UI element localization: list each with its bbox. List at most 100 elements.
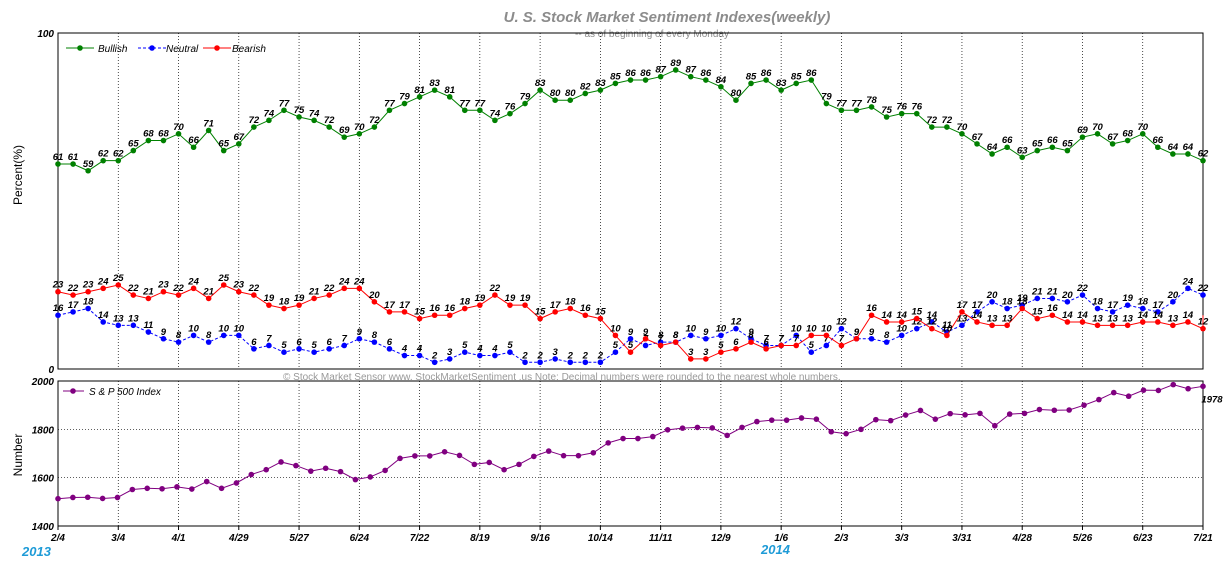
- legend-bearish: Bearish: [203, 44, 266, 55]
- point-bullish: [70, 161, 76, 167]
- label-bullish: 77: [475, 98, 486, 109]
- label-neutral: 9: [869, 327, 875, 338]
- point-bullish: [160, 137, 167, 144]
- label-neutral: 4: [491, 344, 498, 355]
- label-bearish: 15: [595, 307, 606, 318]
- point-neutral: [160, 335, 167, 342]
- x-tick-label: 2/4: [50, 533, 65, 544]
- point-neutral: [718, 332, 724, 339]
- point-bullish: [492, 117, 498, 124]
- point-bullish: [190, 144, 197, 151]
- label-neutral: 11: [942, 320, 952, 331]
- legend-neutral-marker: [149, 45, 155, 51]
- label-sp500-last: 1978: [1201, 394, 1223, 405]
- point-bearish: [1004, 322, 1010, 329]
- point-sp500: [620, 435, 626, 442]
- point-bearish: [1170, 322, 1176, 329]
- y-tick-label: 0: [48, 365, 54, 376]
- point-sp500: [977, 410, 983, 417]
- point-bullish: [823, 100, 830, 107]
- label-neutral: 5: [311, 340, 317, 351]
- point-bullish: [1064, 147, 1071, 154]
- label-neutral: 13: [957, 313, 968, 324]
- label-bearish: 3: [703, 347, 709, 358]
- point-neutral: [70, 309, 76, 315]
- point-bullish: [130, 147, 137, 154]
- legend-bearish-marker: [214, 45, 220, 51]
- point-neutral: [507, 349, 513, 356]
- label-neutral: 10: [716, 323, 727, 334]
- sp500-panel-frame: [57, 380, 1204, 527]
- point-bearish: [763, 346, 769, 352]
- x-tick-label: 5/27: [289, 533, 309, 544]
- label-bearish: 18: [1017, 297, 1028, 308]
- label-bearish: 7: [779, 333, 785, 344]
- y-tick-label: 2000: [31, 377, 55, 388]
- label-bullish: 72: [249, 115, 260, 126]
- point-neutral: [100, 319, 106, 325]
- sentiment-legend: Bullish Neutral Bearish: [66, 44, 266, 55]
- point-neutral: [416, 352, 423, 359]
- label-neutral: 24: [1182, 276, 1194, 287]
- label-bearish: 16: [580, 303, 591, 314]
- point-bearish: [1019, 305, 1026, 312]
- label-bullish: 62: [98, 149, 109, 160]
- point-bullish: [657, 73, 664, 80]
- label-bullish: 87: [685, 65, 696, 76]
- label-neutral: 9: [357, 327, 363, 338]
- point-sp500: [1170, 381, 1177, 388]
- legend-bullish: Bullish: [66, 44, 128, 55]
- label-bullish: 68: [158, 129, 169, 140]
- x-tick-label: 6/24: [350, 533, 370, 544]
- point-sp500: [754, 418, 760, 425]
- point-sp500: [1200, 383, 1206, 390]
- label-bullish: 72: [324, 115, 335, 126]
- x-tick-label: 1/6: [774, 533, 788, 544]
- label-bearish: 23: [52, 280, 64, 291]
- label-bullish: 61: [53, 152, 64, 163]
- point-bullish: [401, 100, 408, 107]
- label-neutral: 8: [658, 330, 664, 341]
- label-neutral: 5: [462, 340, 468, 351]
- label-bearish: 21: [308, 286, 320, 297]
- point-neutral: [251, 346, 257, 352]
- point-sp500: [947, 410, 954, 417]
- point-sp500: [114, 494, 121, 501]
- label-neutral: 20: [986, 290, 998, 301]
- point-bullish: [703, 77, 709, 83]
- legend-neutral: Neutral: [138, 44, 199, 55]
- label-bullish: 70: [173, 122, 184, 133]
- label-bearish: 24: [97, 276, 109, 287]
- point-bullish: [281, 107, 287, 114]
- point-sp500: [412, 453, 418, 459]
- point-bullish: [145, 137, 152, 144]
- point-bullish: [883, 114, 890, 120]
- label-bearish: 13: [1107, 313, 1118, 324]
- point-sp500: [1051, 407, 1058, 414]
- point-neutral: [612, 349, 619, 356]
- point-bullish: [296, 114, 302, 120]
- label-bullish: 68: [1122, 129, 1133, 140]
- label-bearish: 9: [643, 327, 649, 338]
- point-bullish: [1155, 144, 1161, 151]
- point-bullish: [251, 124, 257, 130]
- sp500-y-ticks: 1400 1600 1800 2000: [31, 377, 55, 533]
- point-sp500: [560, 452, 567, 459]
- point-bullish: [974, 141, 980, 147]
- point-neutral: [266, 342, 272, 349]
- point-bullish: [341, 134, 348, 140]
- label-neutral: 10: [896, 323, 907, 334]
- label-bearish: 16: [1047, 303, 1058, 314]
- label-neutral: 17: [1107, 300, 1118, 311]
- point-bullish: [853, 107, 860, 114]
- point-neutral: [55, 312, 61, 319]
- x-tick-label: 5/26: [1073, 533, 1093, 544]
- point-neutral: [868, 335, 875, 342]
- label-neutral: 2: [521, 350, 528, 361]
- point-bullish: [507, 110, 513, 117]
- point-bullish: [55, 161, 61, 167]
- label-bullish: 63: [1017, 145, 1028, 156]
- point-sp500: [1096, 396, 1102, 403]
- point-sp500: [1066, 407, 1072, 413]
